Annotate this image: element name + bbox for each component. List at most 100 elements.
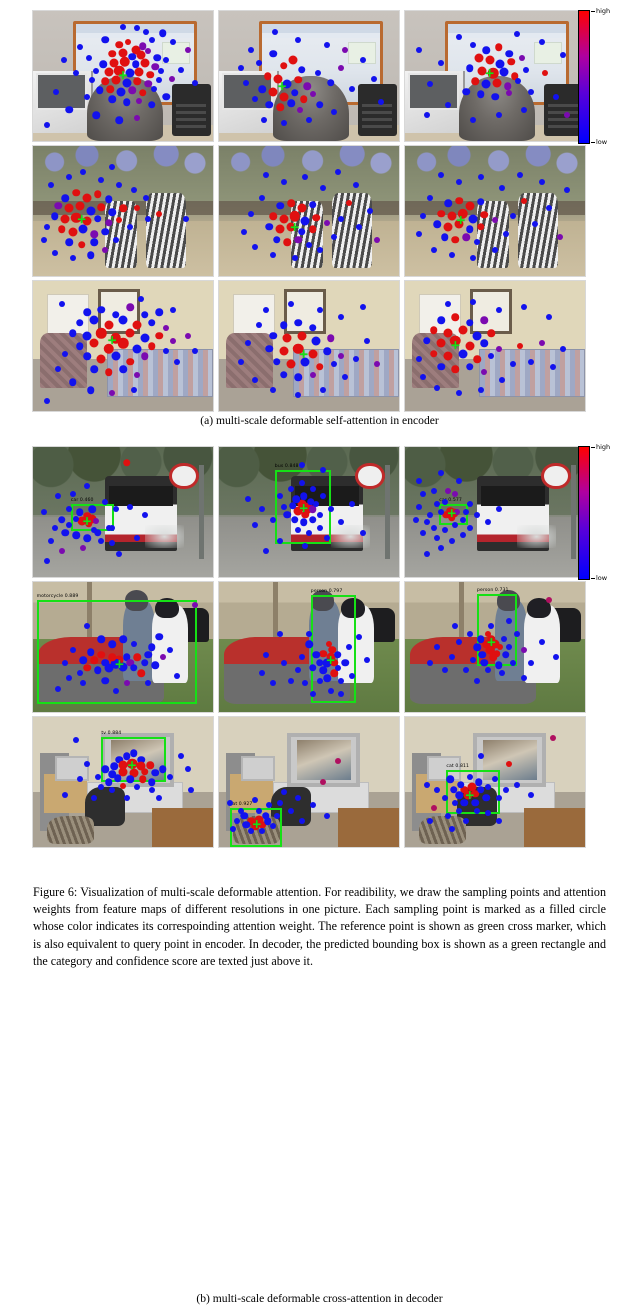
sampling-point bbox=[325, 641, 332, 648]
sampling-point bbox=[104, 778, 113, 786]
sampling-point bbox=[155, 632, 163, 641]
sampling-point bbox=[295, 794, 302, 801]
sampling-point bbox=[288, 485, 294, 492]
sampling-point bbox=[466, 501, 473, 508]
sampling-point bbox=[492, 217, 498, 224]
sampling-point bbox=[259, 506, 266, 513]
sampling-point bbox=[87, 514, 97, 523]
sampling-point bbox=[262, 171, 269, 178]
sampling-point bbox=[55, 685, 62, 692]
sampling-point bbox=[77, 516, 87, 526]
sampling-point bbox=[48, 182, 54, 188]
sampling-point bbox=[131, 60, 140, 69]
sampling-point bbox=[122, 458, 131, 467]
sampling-point bbox=[73, 737, 80, 744]
sampling-point bbox=[299, 492, 308, 501]
sampling-point bbox=[91, 794, 98, 801]
sampling-point bbox=[451, 313, 460, 322]
sampling-point bbox=[110, 658, 122, 670]
sampling-point bbox=[115, 756, 124, 764]
sampling-point bbox=[463, 818, 470, 824]
sampling-point bbox=[309, 485, 316, 492]
sampling-point bbox=[90, 238, 98, 246]
sampling-point bbox=[423, 519, 430, 526]
sampling-point bbox=[293, 506, 303, 516]
sampling-point bbox=[62, 350, 69, 357]
sampling-point bbox=[66, 675, 72, 682]
sampling-point bbox=[295, 667, 302, 674]
sampling-point bbox=[62, 659, 69, 666]
sampling-point bbox=[542, 70, 549, 77]
sampling-point bbox=[93, 67, 99, 74]
sampling-point bbox=[259, 670, 266, 676]
sampling-point bbox=[502, 651, 510, 659]
sampling-point bbox=[331, 109, 338, 116]
sampling-point bbox=[490, 639, 500, 649]
sampling-point bbox=[61, 529, 70, 537]
sampling-point bbox=[334, 651, 342, 659]
sampling-point bbox=[120, 782, 126, 789]
sampling-point bbox=[174, 358, 180, 365]
colorbar-b-high-label: high bbox=[596, 443, 611, 451]
sampling-point bbox=[64, 203, 74, 213]
figure-caption: Figure 6: Visualization of multi-scale d… bbox=[33, 884, 606, 970]
sampling-point bbox=[553, 93, 560, 100]
sampling-point bbox=[112, 506, 119, 513]
sampling-point bbox=[480, 316, 488, 324]
sampling-point bbox=[477, 387, 484, 394]
sampling-point bbox=[111, 75, 121, 85]
sampling-point bbox=[104, 218, 113, 227]
sampling-point bbox=[125, 68, 135, 78]
sampling-point bbox=[130, 641, 137, 648]
sampling-point bbox=[134, 205, 141, 212]
sampling-point bbox=[118, 767, 128, 777]
sampling-point bbox=[300, 216, 310, 226]
sampling-point bbox=[65, 238, 73, 246]
sampling-point bbox=[546, 597, 552, 604]
sampling-point bbox=[119, 56, 131, 67]
sampling-point bbox=[507, 57, 515, 66]
sampling-point bbox=[130, 387, 137, 394]
sampling-point bbox=[305, 640, 313, 649]
sampling-point bbox=[92, 111, 100, 119]
sampling-point bbox=[109, 389, 116, 396]
image-cell-a-r1-c3: + bbox=[404, 10, 586, 142]
sampling-point bbox=[326, 652, 336, 662]
sampling-point bbox=[482, 46, 490, 54]
sampling-point bbox=[163, 348, 170, 355]
sampling-point bbox=[103, 343, 114, 354]
sampling-point bbox=[520, 646, 527, 653]
sampling-point bbox=[94, 215, 102, 223]
sampling-point bbox=[132, 344, 142, 354]
image-cell-b-r3-c2: cat 0.927 + bbox=[218, 716, 400, 848]
bbox-class-score-label: tv 0.884 bbox=[101, 730, 122, 736]
bounding-box bbox=[36, 600, 197, 705]
sampling-point bbox=[538, 340, 545, 347]
sampling-point bbox=[430, 488, 437, 495]
sampling-point bbox=[349, 86, 356, 92]
sampling-point bbox=[449, 786, 458, 794]
sampling-point bbox=[270, 387, 276, 394]
sampling-point bbox=[341, 658, 349, 667]
sampling-point bbox=[69, 254, 76, 261]
sampling-point bbox=[144, 80, 152, 88]
sampling-point bbox=[192, 602, 198, 609]
sampling-point bbox=[184, 47, 191, 53]
sampling-point bbox=[456, 34, 462, 40]
sampling-point bbox=[280, 659, 287, 666]
sampling-point bbox=[48, 537, 54, 544]
sampling-point bbox=[141, 511, 148, 518]
sampling-point bbox=[338, 519, 345, 526]
sampling-point bbox=[108, 640, 116, 649]
sampling-point bbox=[263, 72, 272, 80]
sampling-point bbox=[262, 548, 269, 554]
sampling-point bbox=[338, 215, 345, 222]
sampling-point bbox=[522, 66, 529, 73]
colorbar-b bbox=[578, 446, 590, 580]
sampling-point bbox=[477, 753, 484, 759]
sampling-point bbox=[316, 658, 324, 667]
sampling-point bbox=[126, 775, 134, 784]
sampling-point bbox=[437, 209, 445, 218]
sampling-point bbox=[456, 179, 462, 186]
sampling-point bbox=[137, 669, 145, 677]
